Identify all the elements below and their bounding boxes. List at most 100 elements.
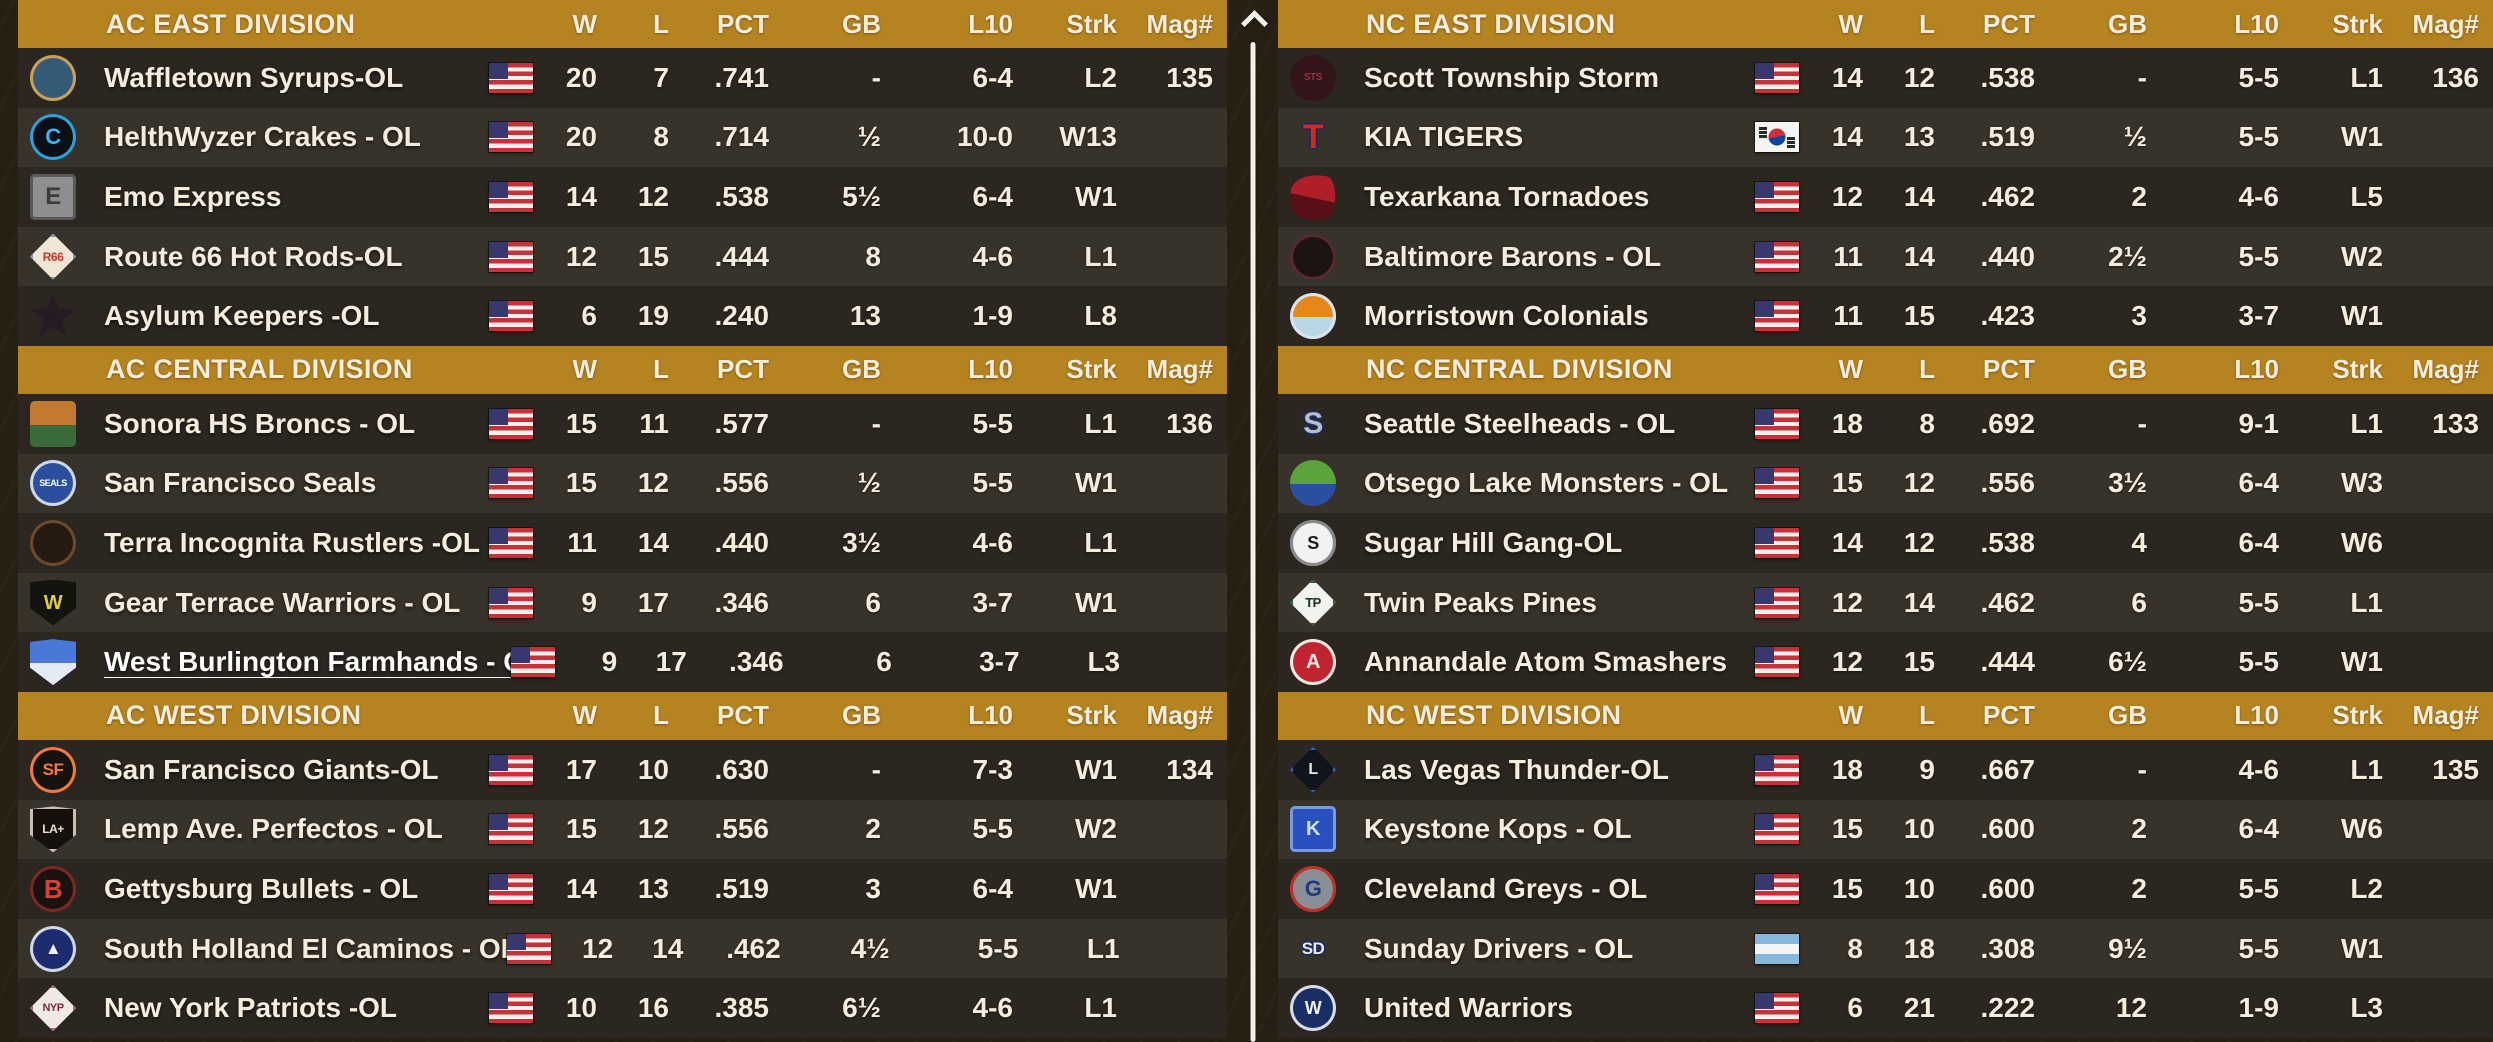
division-section: NC CENTRAL DIVISION W L PCT GB L10 Strk … xyxy=(1278,345,2493,692)
team-row[interactable]: R66 Route 66 Hot Rods-OL 12 15 .444 8 4-… xyxy=(18,226,1227,287)
stat-pct: .308 xyxy=(1980,932,2036,964)
stat-pct: .519 xyxy=(1980,121,2036,153)
team-name[interactable]: Morristown Colonials xyxy=(1364,300,1649,332)
stat-streak: W1 xyxy=(1075,872,1117,904)
team-name[interactable]: Scott Township Storm xyxy=(1364,61,1660,93)
team-name[interactable]: San Francisco Seals xyxy=(104,467,377,499)
team-row[interactable]: SF San Francisco Giants-OL 17 10 .630 - … xyxy=(18,739,1227,800)
team-name[interactable]: West Burlington Farmhands - O xyxy=(104,646,512,678)
team-name[interactable]: KIA TIGERS xyxy=(1364,121,1524,153)
stat-losses: 15 xyxy=(1903,300,1935,332)
stat-wins: 15 xyxy=(565,467,597,499)
team-name[interactable]: Twin Peaks Pines xyxy=(1364,586,1597,618)
team-row[interactable]: S Seattle Steelheads - OL 18 8 .692 - 9-… xyxy=(1278,393,2493,454)
team-logo-icon: SEALS xyxy=(30,460,76,507)
team-row[interactable]: W United Warriors 6 21 .222 12 1-9 L3 xyxy=(1278,978,2493,1038)
team-name[interactable]: Texarkana Tornadoes xyxy=(1364,180,1650,212)
scrollbar-thumb[interactable] xyxy=(1250,42,1255,1042)
team-name[interactable]: Route 66 Hot Rods-OL xyxy=(104,240,403,272)
team-row[interactable]: Terra Incognita Rustlers -OL 11 14 .440 … xyxy=(18,513,1227,573)
team-row[interactable]: L Las Vegas Thunder-OL 18 9 .667 - 4-6 L… xyxy=(1278,739,2493,800)
stat-gb: 3½ xyxy=(2108,467,2147,499)
stat-wins: 15 xyxy=(565,813,597,845)
stat-wins: 11 xyxy=(567,526,597,558)
team-name[interactable]: Baltimore Barons - OL xyxy=(1364,240,1662,272)
stat-pct: .440 xyxy=(1980,240,2036,272)
stat-wins: 12 xyxy=(1831,586,1863,618)
stat-l10: 6-4 xyxy=(972,180,1013,212)
team-row[interactable]: G Cleveland Greys - OL 15 10 .600 2 5-5 … xyxy=(1278,859,2493,919)
team-row[interactable]: STS Scott Township Storm 14 12 .538 - 5-… xyxy=(1278,48,2493,108)
team-name[interactable]: Lemp Ave. Perfectos - OL xyxy=(104,813,443,845)
team-name[interactable]: South Holland El Caminos - OL xyxy=(104,932,507,964)
usa-flag-icon xyxy=(1755,301,1799,332)
usa-flag-icon xyxy=(489,301,533,332)
team-name[interactable]: Gear Terrace Warriors - OL xyxy=(104,586,461,618)
team-name[interactable]: Seattle Steelheads - OL xyxy=(1364,407,1676,439)
team-row[interactable]: W Gear Terrace Warriors - OL 9 17 .346 6… xyxy=(18,572,1227,633)
team-row[interactable]: SEALS San Francisco Seals 15 12 .556 ½ 5… xyxy=(18,453,1227,514)
team-name[interactable]: Gettysburg Bullets - OL xyxy=(104,872,419,904)
team-name[interactable]: San Francisco Giants-OL xyxy=(104,753,439,785)
team-row[interactable]: B Gettysburg Bullets - OL 14 13 .519 3 6… xyxy=(18,859,1227,919)
team-row[interactable]: LA+ Lemp Ave. Perfectos - OL 15 12 .556 … xyxy=(18,799,1227,860)
team-row[interactable]: TP Twin Peaks Pines 12 14 .462 6 5-5 L1 xyxy=(1278,572,2493,633)
team-row[interactable]: Asylum Keepers -OL 6 19 .240 13 1-9 L8 xyxy=(18,286,1227,346)
column-header-pct: PCT xyxy=(1983,700,2035,731)
usa-flag-icon xyxy=(489,754,533,785)
stat-streak: W1 xyxy=(1075,467,1117,499)
team-name[interactable]: Asylum Keepers -OL xyxy=(104,300,380,332)
team-row[interactable]: K Keystone Kops - OL 15 10 .600 2 6-4 W6 xyxy=(1278,799,2493,860)
stat-gb: 13 xyxy=(849,300,881,332)
usa-flag-icon xyxy=(1755,754,1799,785)
usa-flag-icon xyxy=(1755,62,1799,93)
stat-streak: L1 xyxy=(1084,992,1117,1024)
stat-wins: 17 xyxy=(565,753,597,785)
team-logo-icon xyxy=(30,639,76,686)
team-name[interactable]: Otsego Lake Monsters - OL xyxy=(1364,467,1729,499)
division-title: AC EAST DIVISION xyxy=(106,8,356,39)
team-name[interactable]: Annandale Atom Smashers xyxy=(1364,646,1728,678)
team-row[interactable]: ▲ South Holland El Caminos - OL 12 14 .4… xyxy=(18,918,1227,979)
team-row[interactable]: Otsego Lake Monsters - OL 15 12 .556 3½ … xyxy=(1278,453,2493,514)
stat-gb: 5½ xyxy=(842,180,881,212)
team-row[interactable]: S Sugar Hill Gang-OL 14 12 .538 4 6-4 W6 xyxy=(1278,513,2493,573)
team-row[interactable]: Morristown Colonials 11 15 .423 3 3-7 W1 xyxy=(1278,286,2493,346)
team-name[interactable]: Emo Express xyxy=(104,180,282,212)
stat-l10: 4-6 xyxy=(2238,753,2279,785)
team-name[interactable]: Las Vegas Thunder-OL xyxy=(1364,753,1669,785)
team-row[interactable]: T KIA TIGERS 14 13 .519 ½ 5-5 W1 xyxy=(1278,107,2493,168)
stat-losses: 9 xyxy=(1919,753,1935,785)
team-row[interactable]: Baltimore Barons - OL 11 14 .440 2½ 5-5 … xyxy=(1278,226,2493,287)
column-header-streak: Strk xyxy=(1066,8,1117,39)
team-name[interactable]: Keystone Kops - OL xyxy=(1364,813,1632,845)
team-name[interactable]: New York Patriots -OL xyxy=(104,992,398,1024)
team-row[interactable]: West Burlington Farmhands - O 9 17 .346 … xyxy=(18,632,1227,692)
column-header-wins: W xyxy=(1838,8,1863,39)
team-row[interactable]: NYP New York Patriots -OL 10 16 .385 6½ … xyxy=(18,978,1227,1038)
team-row[interactable]: Texarkana Tornadoes 12 14 .462 2 4-6 L5 xyxy=(1278,167,2493,227)
team-name[interactable]: HelthWyzer Crakes - OL xyxy=(104,121,421,153)
team-row[interactable]: Waffletown Syrups-OL 20 7 .741 - 6-4 L2 … xyxy=(18,48,1227,108)
team-name[interactable]: Waffletown Syrups-OL xyxy=(104,61,404,93)
team-name[interactable]: United Warriors xyxy=(1364,992,1573,1024)
column-header-streak: Strk xyxy=(2332,700,2383,731)
scroll-up-icon[interactable] xyxy=(1240,8,1266,30)
team-name[interactable]: Sonora HS Broncs - OL xyxy=(104,407,416,439)
team-row[interactable]: E Emo Express 14 12 .538 5½ 6-4 W1 xyxy=(18,167,1227,227)
team-row[interactable]: A Annandale Atom Smashers 12 15 .444 6½ … xyxy=(1278,632,2493,692)
team-row[interactable]: Sonora HS Broncs - OL 15 11 .577 - 5-5 L… xyxy=(18,393,1227,454)
stat-wins: 12 xyxy=(1831,646,1863,678)
team-row[interactable]: SD Sunday Drivers - OL 8 18 .308 9½ 5-5 … xyxy=(1278,918,2493,979)
stat-wins: 11 xyxy=(1833,240,1863,272)
stat-l10: 3-7 xyxy=(979,646,1020,678)
scrollbar[interactable] xyxy=(1227,0,1278,1042)
stat-gb: ½ xyxy=(857,121,881,153)
team-name[interactable]: Sugar Hill Gang-OL xyxy=(1364,526,1623,558)
division-section: AC EAST DIVISION W L PCT GB L10 Strk Mag… xyxy=(18,0,1227,346)
team-name[interactable]: Cleveland Greys - OL xyxy=(1364,872,1648,904)
team-name[interactable]: Terra Incognita Rustlers -OL xyxy=(104,526,480,558)
team-row[interactable]: C HelthWyzer Crakes - OL 20 8 .714 ½ 10-… xyxy=(18,107,1227,168)
column-header-pct: PCT xyxy=(717,700,769,731)
team-name[interactable]: Sunday Drivers - OL xyxy=(1364,932,1634,964)
